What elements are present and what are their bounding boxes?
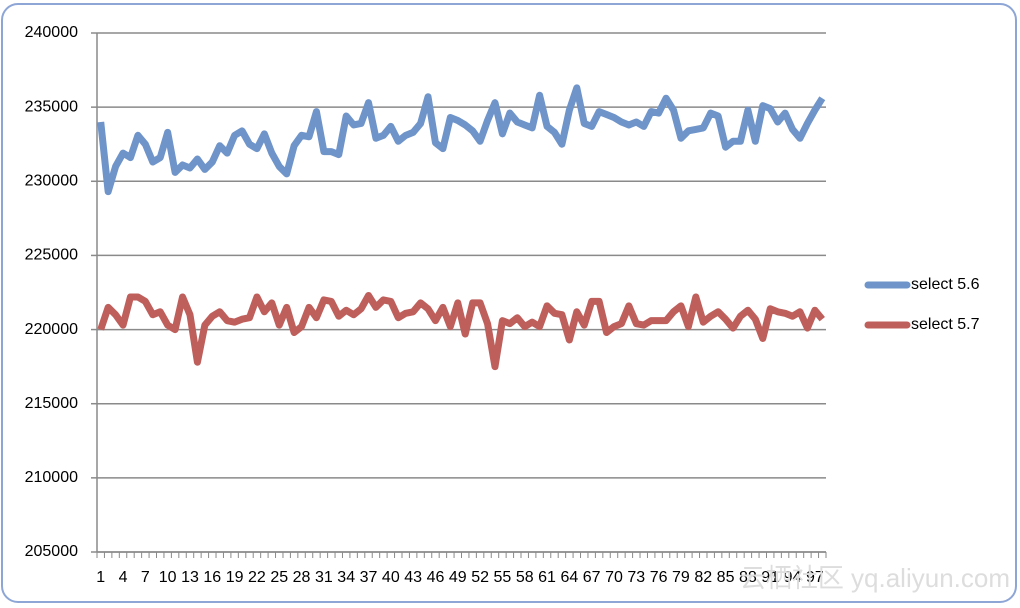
y-tick-label: 230000 xyxy=(25,173,78,190)
x-tick-label: 85 xyxy=(717,569,735,586)
x-tick-label: 40 xyxy=(382,569,400,586)
x-tick-label: 10 xyxy=(159,569,177,586)
x-tick-label: 97 xyxy=(806,569,824,586)
x-tick-label: 55 xyxy=(494,569,512,586)
x-tick-label: 49 xyxy=(449,569,467,586)
series-line xyxy=(97,291,825,371)
x-tick-label: 61 xyxy=(538,569,556,586)
x-tick-label: 16 xyxy=(203,569,221,586)
x-tick-label: 37 xyxy=(360,569,378,586)
x-tick-label: 76 xyxy=(650,569,668,586)
x-tick-label: 94 xyxy=(784,569,802,586)
chart-frame xyxy=(1,3,1017,603)
x-tick-label: 1 xyxy=(96,569,105,586)
x-tick-label: 22 xyxy=(248,569,266,586)
x-tick-label: 88 xyxy=(739,569,757,586)
watermark: 云栖社区 yq.aliyun.com xyxy=(740,563,1010,593)
x-tick-label: 52 xyxy=(471,569,489,586)
y-tick-label: 220000 xyxy=(25,321,78,338)
x-tick-label: 25 xyxy=(270,569,288,586)
y-tick-label: 235000 xyxy=(25,98,78,115)
series-line xyxy=(97,84,826,196)
x-tick-label: 58 xyxy=(516,569,534,586)
y-tick-label: 225000 xyxy=(25,247,78,264)
y-tick-label: 210000 xyxy=(25,469,78,486)
x-tick-label: 31 xyxy=(315,569,333,586)
legend-label: select 5.6 xyxy=(911,276,980,293)
x-tick-label: 79 xyxy=(672,569,690,586)
x-tick-label: 43 xyxy=(404,569,422,586)
x-tick-label: 34 xyxy=(337,569,355,586)
x-tick-label: 67 xyxy=(583,569,601,586)
x-tick-label: 91 xyxy=(761,569,779,586)
x-tick-label: 4 xyxy=(119,569,128,586)
x-tick-label: 7 xyxy=(141,569,150,586)
x-tick-label: 70 xyxy=(605,569,623,586)
x-tick-label: 82 xyxy=(694,569,712,586)
y-tick-label: 215000 xyxy=(25,395,78,412)
y-tick-label: 205000 xyxy=(25,543,78,560)
x-tick-label: 19 xyxy=(226,569,244,586)
x-tick-label: 73 xyxy=(627,569,645,586)
legend-label: select 5.7 xyxy=(911,316,980,333)
y-tick-label: 240000 xyxy=(25,24,78,41)
x-tick-label: 46 xyxy=(427,569,445,586)
x-tick-label: 13 xyxy=(181,569,199,586)
x-tick-label: 64 xyxy=(560,569,578,586)
x-tick-label: 28 xyxy=(293,569,311,586)
